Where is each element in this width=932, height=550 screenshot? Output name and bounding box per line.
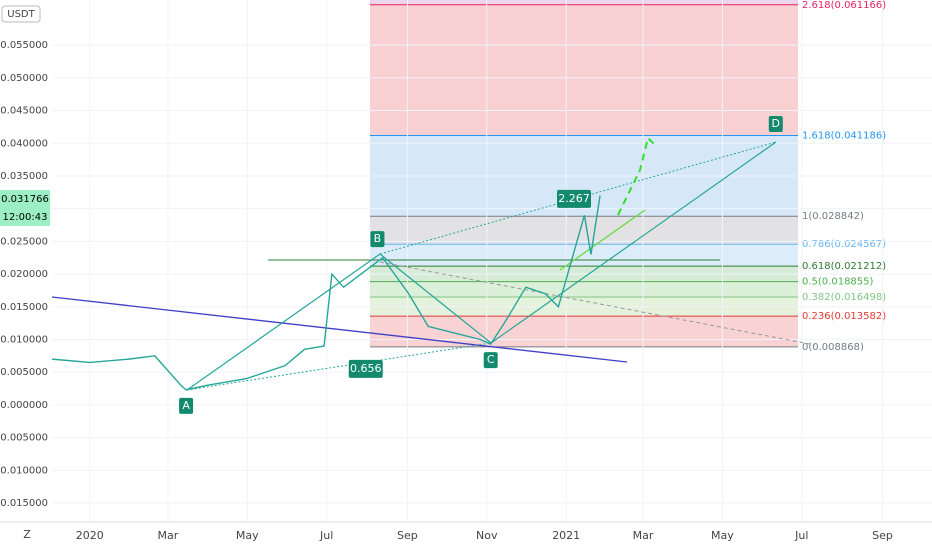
fib-band bbox=[370, 316, 798, 347]
symbol: USDT bbox=[7, 9, 35, 20]
point-label: D bbox=[772, 117, 780, 130]
x-tick-label: 2021 bbox=[552, 529, 580, 542]
y-tick-label: 0.000000 bbox=[0, 400, 48, 411]
fib-band bbox=[370, 216, 798, 245]
fib-label: 0.236(0.013582) bbox=[802, 311, 886, 322]
y-tick-label: 0.055000 bbox=[0, 40, 48, 51]
point-marker bbox=[179, 397, 194, 414]
fib-label: 0.382(0.016498) bbox=[802, 292, 886, 303]
trend-line bbox=[51, 296, 628, 363]
price-box bbox=[0, 190, 50, 226]
price-line bbox=[51, 195, 601, 391]
fib-label: 0.5(0.018855) bbox=[802, 277, 874, 288]
axes: -0.015000 -0.010000 -0.005000 0.000000 0.005… bbox=[0, 40, 893, 542]
x-tick-label: Mar bbox=[633, 529, 654, 542]
fib-label: 1.618(0.041186) bbox=[802, 130, 886, 141]
point-marker bbox=[768, 115, 783, 132]
y-axis bbox=[0, 0, 52, 522]
x-tick-label: May bbox=[711, 529, 734, 542]
point-label: B bbox=[374, 232, 382, 245]
fib-label: 2.618(0.061166) bbox=[802, 0, 886, 11]
y-tick-label: 0.035000 bbox=[0, 171, 48, 182]
y-tick-label: 0.015000 bbox=[0, 302, 48, 313]
abcd-pattern bbox=[186, 141, 777, 391]
fib-band bbox=[370, 0, 798, 5]
point-label: C bbox=[487, 353, 495, 366]
zoom-button[interactable]: Z bbox=[23, 528, 31, 541]
ratio-label: 2.267 bbox=[558, 192, 590, 205]
fib-label: 0.618(0.021212) bbox=[802, 261, 886, 272]
symbol-box[interactable] bbox=[1, 5, 41, 23]
point-marker bbox=[370, 231, 385, 248]
y-tick-label: 0.025000 bbox=[0, 236, 48, 247]
x-tick-label: Sep bbox=[397, 529, 418, 542]
ratio-label: 0.656 bbox=[350, 362, 382, 375]
ratio-box bbox=[557, 189, 592, 208]
x-tick-label: Sep bbox=[872, 529, 893, 542]
y-tick-label: -0.010000 bbox=[0, 465, 48, 476]
point-marker bbox=[483, 352, 498, 369]
xabcd-leg bbox=[186, 342, 492, 391]
x-tick-label: Mar bbox=[157, 529, 178, 542]
ratio-box bbox=[348, 359, 383, 378]
x-tick-label: Nov bbox=[476, 529, 498, 542]
fib-label: 1(0.028842) bbox=[802, 211, 864, 222]
fib-band bbox=[370, 281, 798, 297]
y-tick-label: 0.020000 bbox=[0, 269, 48, 280]
y-tick-label: 0.050000 bbox=[0, 73, 48, 84]
fib-band bbox=[370, 244, 798, 267]
y-tick-label: 0.045000 bbox=[0, 106, 48, 117]
x-tick-label: Jul bbox=[794, 529, 808, 542]
y-tick-label: 0.005000 bbox=[0, 367, 48, 378]
trend-line bbox=[559, 209, 646, 271]
dashed-projection bbox=[379, 261, 816, 346]
x-tick-label: Jul bbox=[319, 529, 333, 542]
point-label: A bbox=[182, 399, 190, 412]
y-tick-label: -0.005000 bbox=[0, 433, 48, 444]
y-tick-label: -0.015000 bbox=[0, 498, 48, 509]
fib-label: 0(0.008868) bbox=[802, 342, 864, 353]
x-tick-label: 2020 bbox=[76, 529, 104, 542]
countdown: 12:00:43 bbox=[3, 212, 48, 223]
y-tick-label: 0.010000 bbox=[0, 334, 48, 345]
plot: A B C D 0.656 2.267 bbox=[51, 115, 783, 414]
fib-band bbox=[370, 4, 798, 136]
x-tick-label: May bbox=[236, 529, 259, 542]
fib-label: 0.786(0.024567) bbox=[802, 239, 886, 250]
grid bbox=[52, 0, 932, 522]
price: 0.031766 bbox=[1, 194, 49, 205]
y-tick-label: 0.040000 bbox=[0, 138, 48, 149]
projection-path bbox=[617, 136, 656, 216]
